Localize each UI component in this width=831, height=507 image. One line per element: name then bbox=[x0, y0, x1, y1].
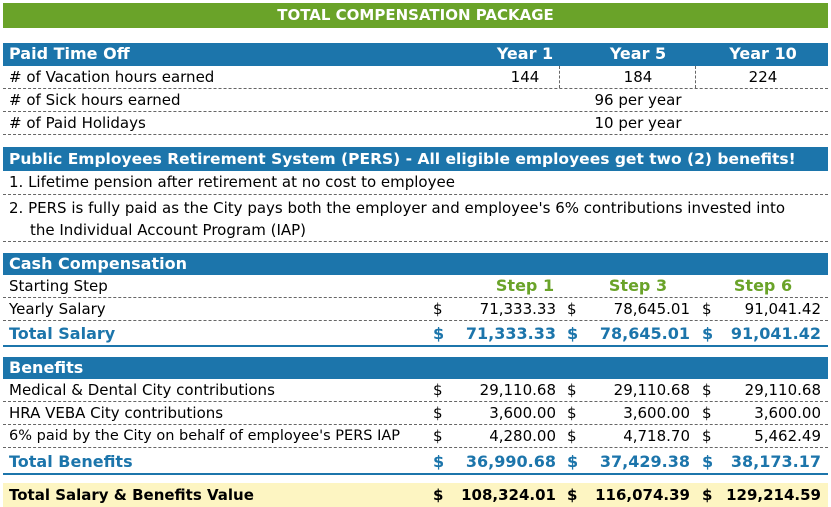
currency-sign: $ bbox=[433, 324, 445, 343]
column-divider bbox=[559, 66, 560, 88]
pers-item-2: 2. PERS is fully paid as the City pays b… bbox=[3, 196, 828, 242]
step-1-header: Step 1 bbox=[495, 276, 555, 295]
benefits-header: Benefits bbox=[9, 358, 84, 377]
vacation-year10: 224 bbox=[748, 68, 778, 86]
currency-sign: $ bbox=[702, 452, 714, 471]
cash-header: Cash Compensation bbox=[9, 254, 187, 273]
total-salary-row: Total Salary $ 71,333.33 $ 78,645.01 $ 9… bbox=[3, 321, 828, 347]
currency-sign: $ bbox=[567, 452, 579, 471]
currency-sign: $ bbox=[433, 300, 443, 318]
total-salary-step1: 71,333.33 bbox=[465, 324, 556, 343]
benefit-step1: 29,110.68 bbox=[479, 381, 556, 399]
vacation-row: # of Vacation hours earned 144 184 224 bbox=[3, 66, 828, 89]
grand-total-label: Total Salary & Benefits Value bbox=[9, 486, 254, 504]
yearly-salary-label: Yearly Salary bbox=[9, 300, 106, 318]
currency-sign: $ bbox=[567, 381, 577, 399]
yearly-salary-row: Yearly Salary $ 71,333.33 $ 78,645.01 $ … bbox=[3, 298, 828, 321]
sick-row: # of Sick hours earned 96 per year bbox=[3, 89, 828, 112]
benefit-step6: 5,462.49 bbox=[754, 427, 821, 445]
yearly-salary-step3: 78,645.01 bbox=[613, 300, 690, 318]
pers-header-bar: Public Employees Retirement System (PERS… bbox=[3, 147, 828, 171]
currency-sign: $ bbox=[702, 381, 712, 399]
currency-sign: $ bbox=[433, 381, 443, 399]
starting-step-row: Starting Step Step 1 Step 3 Step 6 bbox=[3, 275, 828, 298]
holidays-row: # of Paid Holidays 10 per year bbox=[3, 112, 828, 135]
yearly-salary-step1: 71,333.33 bbox=[479, 300, 556, 318]
currency-sign: $ bbox=[702, 300, 712, 318]
pers-item-1: 1. Lifetime pension after retirement at … bbox=[3, 171, 828, 195]
holidays-value: 10 per year bbox=[594, 114, 682, 132]
currency-sign: $ bbox=[567, 427, 577, 445]
benefit-label: Medical & Dental City contributions bbox=[9, 381, 275, 399]
pers-item-2-line2: the Individual Account Program (IAP) bbox=[30, 221, 307, 239]
currency-sign: $ bbox=[433, 486, 444, 504]
sick-label: # of Sick hours earned bbox=[9, 91, 181, 109]
benefit-step3: 29,110.68 bbox=[613, 381, 690, 399]
year-10-header: Year 10 bbox=[729, 44, 797, 63]
currency-sign: $ bbox=[567, 324, 579, 343]
benefit-label: 6% paid by the City on behalf of employe… bbox=[9, 428, 401, 444]
pers-item-2-line1: 2. PERS is fully paid as the City pays b… bbox=[9, 199, 786, 217]
pto-header-bar: Paid Time Off Year 1 Year 5 Year 10 bbox=[3, 43, 828, 66]
cash-header-bar: Cash Compensation bbox=[3, 253, 828, 275]
vacation-label: # of Vacation hours earned bbox=[9, 68, 215, 86]
grand-total-step3: 116,074.39 bbox=[595, 486, 690, 504]
currency-sign: $ bbox=[702, 486, 713, 504]
holidays-label: # of Paid Holidays bbox=[9, 114, 146, 132]
page-title: TOTAL COMPENSATION PACKAGE bbox=[3, 3, 828, 28]
sick-value: 96 per year bbox=[594, 91, 682, 109]
pto-header: Paid Time Off bbox=[9, 44, 130, 63]
benefit-step3: 4,718.70 bbox=[623, 427, 690, 445]
currency-sign: $ bbox=[567, 404, 577, 422]
total-salary-step3: 78,645.01 bbox=[599, 324, 690, 343]
currency-sign: $ bbox=[702, 427, 712, 445]
starting-step-label: Starting Step bbox=[9, 277, 108, 295]
benefit-step1: 4,280.00 bbox=[489, 427, 556, 445]
benefit-row: 6% paid by the City on behalf of employe… bbox=[3, 425, 828, 448]
grand-total-step1: 108,324.01 bbox=[461, 486, 556, 504]
benefit-step6: 29,110.68 bbox=[744, 381, 821, 399]
total-salary-step6: 91,041.42 bbox=[730, 324, 821, 343]
step-6-header: Step 6 bbox=[733, 276, 793, 295]
grand-total-row: Total Salary & Benefits Value $ 108,324.… bbox=[3, 483, 828, 507]
currency-sign: $ bbox=[433, 427, 443, 445]
benefit-row: HRA VEBA City contributions $ 3,600.00 $… bbox=[3, 402, 828, 425]
pers-item-1-text: 1. Lifetime pension after retirement at … bbox=[9, 173, 455, 191]
column-divider bbox=[695, 66, 696, 88]
total-salary-label: Total Salary bbox=[9, 324, 116, 343]
yearly-salary-step6: 91,041.42 bbox=[744, 300, 821, 318]
benefits-header-bar: Benefits bbox=[3, 357, 828, 379]
total-benefits-row: Total Benefits $ 36,990.68 $ 37,429.38 $… bbox=[3, 448, 828, 475]
total-benefits-step3: 37,429.38 bbox=[599, 452, 690, 471]
currency-sign: $ bbox=[567, 486, 578, 504]
currency-sign: $ bbox=[433, 452, 445, 471]
total-benefits-step6: 38,173.17 bbox=[730, 452, 821, 471]
total-benefits-step1: 36,990.68 bbox=[465, 452, 556, 471]
vacation-year1: 144 bbox=[510, 68, 540, 86]
year-1-header: Year 1 bbox=[496, 44, 554, 63]
step-3-header: Step 3 bbox=[608, 276, 668, 295]
currency-sign: $ bbox=[433, 404, 443, 422]
benefit-label: HRA VEBA City contributions bbox=[9, 404, 224, 422]
currency-sign: $ bbox=[702, 404, 712, 422]
currency-sign: $ bbox=[702, 324, 714, 343]
benefit-step1: 3,600.00 bbox=[489, 404, 556, 422]
vacation-year5: 184 bbox=[623, 68, 653, 86]
year-5-header: Year 5 bbox=[609, 44, 667, 63]
total-benefits-label: Total Benefits bbox=[9, 452, 133, 471]
currency-sign: $ bbox=[567, 300, 577, 318]
benefit-row: Medical & Dental City contributions $ 29… bbox=[3, 379, 828, 402]
benefit-step6: 3,600.00 bbox=[754, 404, 821, 422]
pers-header: Public Employees Retirement System (PERS… bbox=[9, 150, 796, 168]
grand-total-step6: 129,214.59 bbox=[726, 486, 821, 504]
benefit-step3: 3,600.00 bbox=[623, 404, 690, 422]
